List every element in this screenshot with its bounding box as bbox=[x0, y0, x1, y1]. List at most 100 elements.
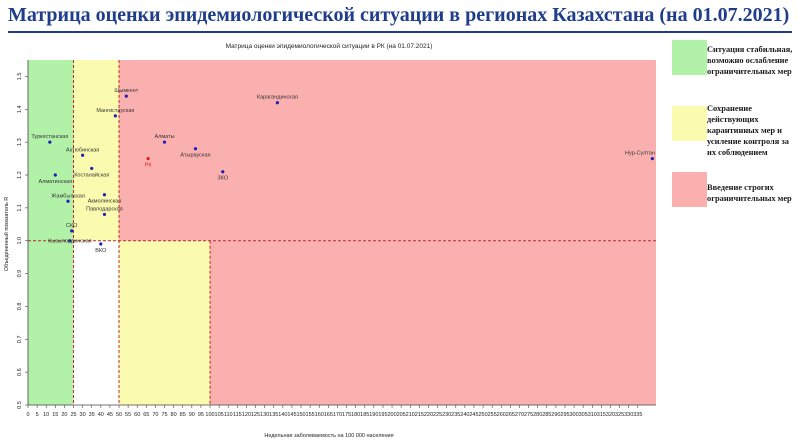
data-point bbox=[66, 199, 70, 203]
x-tick-label: 205 bbox=[397, 412, 406, 418]
x-tick-label: 125 bbox=[251, 412, 260, 418]
x-tick-label: 250 bbox=[478, 412, 487, 418]
legend-swatch-green bbox=[672, 40, 707, 75]
chart-title: Матрица оценки эпидемиологической ситуац… bbox=[226, 42, 433, 50]
y-tick-label: 1.0 bbox=[17, 237, 23, 245]
point-label: Нур-Султан bbox=[625, 151, 655, 157]
x-tick-label: 135 bbox=[269, 412, 278, 418]
x-tick-label: 5 bbox=[36, 412, 39, 418]
data-point bbox=[53, 173, 57, 177]
x-tick-label: 145 bbox=[287, 412, 296, 418]
data-point bbox=[70, 229, 74, 233]
x-tick-label: 215 bbox=[415, 412, 424, 418]
point-label: Карагандинская bbox=[257, 95, 298, 101]
y-tick-label: 0.7 bbox=[17, 335, 23, 343]
x-tick-label: 100 bbox=[205, 412, 214, 418]
y-tick-label: 1.3 bbox=[17, 138, 23, 146]
x-tick-label: 220 bbox=[424, 412, 433, 418]
data-point bbox=[124, 94, 128, 98]
data-point bbox=[102, 212, 107, 217]
data-point bbox=[146, 156, 150, 161]
x-tick-label: 95 bbox=[198, 412, 204, 418]
x-tick-label: 75 bbox=[161, 412, 167, 418]
point-label: ВКО bbox=[95, 248, 107, 254]
x-tick-label: 50 bbox=[116, 412, 122, 418]
x-tick-label: 245 bbox=[469, 412, 478, 418]
x-tick-label: 150 bbox=[296, 412, 305, 418]
data-point bbox=[81, 153, 85, 157]
x-tick-label: 195 bbox=[378, 412, 387, 418]
x-tick-label: 20 bbox=[61, 412, 67, 418]
point-label: РК bbox=[145, 163, 153, 169]
zone-red-3 bbox=[119, 60, 656, 241]
x-tick-label: 295 bbox=[560, 412, 569, 418]
x-tick-label: 70 bbox=[152, 412, 158, 418]
x-tick-label: 155 bbox=[306, 412, 315, 418]
y-tick-label: 1.1 bbox=[17, 204, 23, 212]
x-tick-label: 230 bbox=[442, 412, 451, 418]
point-label: Алматинская bbox=[39, 179, 73, 185]
data-point bbox=[221, 170, 225, 174]
x-tick-label: 80 bbox=[171, 412, 177, 418]
legend-text-green: Ситуация стабильная, возможно ослабление… bbox=[707, 45, 793, 76]
x-tick-label: 160 bbox=[315, 412, 324, 418]
point-label: Шымкент bbox=[114, 88, 138, 94]
point-label: Костанайская bbox=[74, 171, 109, 178]
x-tick-label: 110 bbox=[224, 412, 233, 418]
data-point bbox=[113, 114, 117, 118]
x-tick-label: 140 bbox=[278, 412, 287, 418]
x-tick-label: 30 bbox=[80, 412, 86, 418]
point-label: Жамбылская bbox=[51, 193, 85, 199]
x-tick-label: 190 bbox=[369, 412, 378, 418]
point-label: Алматы bbox=[154, 134, 174, 140]
x-axis-label: Недельная заболеваемость на 100 000 насе… bbox=[264, 433, 393, 439]
x-tick-label: 185 bbox=[360, 412, 369, 418]
zone-yellow-1 bbox=[73, 60, 120, 241]
x-tick-label: 35 bbox=[89, 412, 95, 418]
point-label: Акмолинская bbox=[88, 199, 121, 205]
x-tick-label: 10 bbox=[43, 412, 49, 418]
x-tick-label: 330 bbox=[624, 412, 633, 418]
x-tick-label: 180 bbox=[351, 412, 360, 418]
x-tick-label: 265 bbox=[506, 412, 515, 418]
x-tick-label: 240 bbox=[460, 412, 469, 418]
y-tick-label: 0.9 bbox=[17, 270, 23, 278]
data-point bbox=[68, 239, 72, 243]
x-tick-label: 45 bbox=[107, 412, 113, 418]
x-tick-label: 85 bbox=[180, 412, 186, 418]
point-label: Атырауская bbox=[180, 153, 210, 159]
x-tick-label: 120 bbox=[242, 412, 251, 418]
x-tick-label: 130 bbox=[260, 412, 269, 418]
x-tick-label: 0 bbox=[26, 412, 29, 418]
x-tick-label: 270 bbox=[515, 412, 524, 418]
data-point bbox=[650, 156, 654, 161]
x-tick-label: 175 bbox=[342, 412, 351, 418]
x-tick-label: 200 bbox=[387, 412, 396, 418]
y-tick-label: 0.8 bbox=[17, 303, 23, 311]
x-tick-label: 115 bbox=[233, 412, 242, 418]
axes: 0 5 10 15 20 25 30 35 40 45 50 55 60 65 70 75 80 85 90 95 10… bbox=[17, 60, 656, 418]
x-tick-label: 275 bbox=[524, 412, 533, 418]
x-tick-label: 15 bbox=[52, 412, 58, 418]
y-tick-label: 0.5 bbox=[17, 401, 23, 409]
y-tick-label: 1.2 bbox=[17, 171, 23, 179]
data-point bbox=[48, 140, 52, 144]
x-tick-label: 40 bbox=[98, 412, 104, 418]
x-tick-label: 290 bbox=[551, 412, 560, 418]
zone-green-0 bbox=[28, 60, 74, 405]
x-tick-label: 65 bbox=[143, 412, 149, 418]
data-point bbox=[102, 193, 107, 197]
x-tick-label: 60 bbox=[134, 412, 140, 418]
x-tick-label: 315 bbox=[597, 412, 606, 418]
point-label: Кызылординская bbox=[48, 239, 92, 245]
x-tick-label: 285 bbox=[542, 412, 551, 418]
y-tick-label: 1.4 bbox=[17, 105, 23, 113]
data-point bbox=[90, 166, 94, 171]
x-tick-label: 305 bbox=[579, 412, 588, 418]
x-tick-label: 55 bbox=[125, 412, 131, 418]
x-tick-label: 335 bbox=[633, 412, 642, 418]
x-tick-label: 235 bbox=[451, 412, 460, 418]
data-point bbox=[275, 101, 279, 105]
point-label: СКО bbox=[66, 223, 78, 229]
